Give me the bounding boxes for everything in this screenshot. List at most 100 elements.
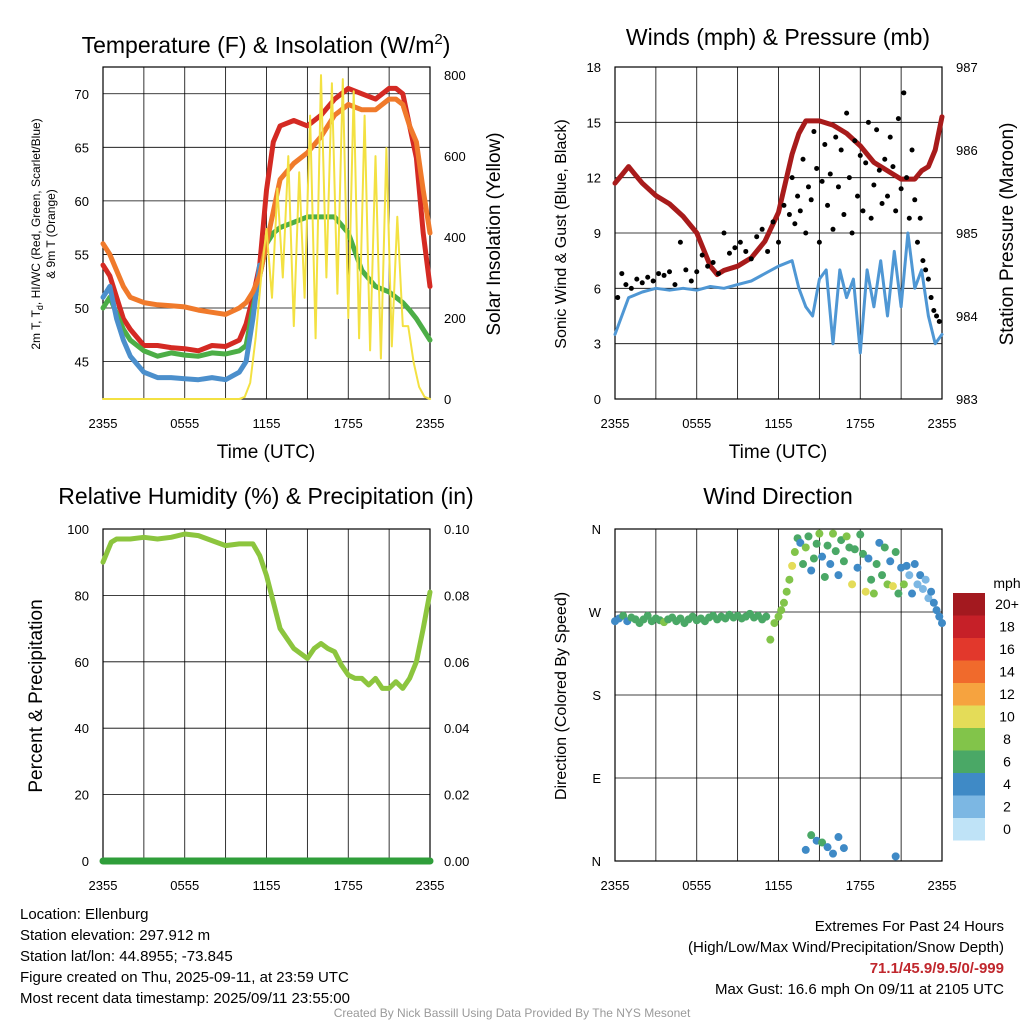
- y-tick-label: 6: [594, 281, 601, 296]
- y-tick-label: 55: [75, 247, 89, 262]
- direction-point: [886, 557, 895, 566]
- direction-point: [905, 571, 914, 580]
- direction-point: [801, 845, 810, 854]
- direction-point: [831, 547, 840, 556]
- series-line-insolation: [102, 74, 431, 400]
- y2-tick-label: 983: [956, 392, 978, 407]
- location-text: Location: Ellenburg: [20, 906, 149, 923]
- gust-point: [786, 212, 792, 218]
- direction-point: [762, 612, 771, 621]
- y-tick-label: 12: [587, 171, 601, 186]
- direction-point: [864, 554, 873, 563]
- gust-point: [876, 167, 882, 173]
- y-tick-label: 40: [75, 721, 89, 736]
- y-tick-label: 70: [75, 87, 89, 102]
- gust-point: [890, 164, 896, 170]
- temperature-x-label: Time (UTC): [217, 442, 316, 463]
- y-tick-label: 15: [587, 115, 601, 130]
- direction-point: [899, 580, 908, 589]
- x-tick-label: 1155: [765, 878, 793, 893]
- direction-point: [807, 566, 816, 575]
- gust-point: [887, 134, 893, 140]
- direction-point: [916, 571, 925, 580]
- series-line-station-pressure: [612, 114, 945, 277]
- legend-swatch: [953, 728, 985, 751]
- x-tick-label: 2355: [601, 878, 630, 893]
- legend-label: 18: [999, 619, 1015, 635]
- direction-point: [834, 571, 843, 580]
- y-tick-label: 0: [82, 854, 89, 869]
- direction-point: [935, 612, 944, 621]
- gust-point: [683, 267, 689, 273]
- gust-point: [874, 127, 880, 133]
- y2-tick-label: 0.04: [444, 721, 469, 736]
- legend-swatch: [953, 593, 985, 616]
- legend-label: 10: [999, 709, 1015, 725]
- x-tick-label: 0555: [682, 416, 711, 431]
- gust-point: [716, 271, 722, 277]
- direction-point: [891, 548, 900, 557]
- gust-point: [800, 156, 806, 162]
- legend-label: 20+: [995, 596, 1019, 612]
- y-tick-label: S: [592, 688, 601, 703]
- gust-point: [677, 239, 683, 245]
- direction-point: [820, 572, 829, 581]
- gust-point: [650, 278, 656, 284]
- gust-point: [811, 129, 817, 135]
- direction-point: [839, 844, 848, 853]
- legend-label: 6: [1003, 754, 1011, 770]
- wind-direction-panel: Wind Direction Direction (Colored By Spe…: [553, 483, 1021, 893]
- gust-point: [619, 271, 625, 277]
- legend-label: 16: [999, 641, 1015, 657]
- gust-point: [906, 215, 912, 221]
- y-tick-label: E: [592, 771, 601, 786]
- legend-swatch: [953, 683, 985, 706]
- direction-point: [643, 611, 652, 620]
- direction-point: [888, 582, 897, 591]
- gust-point: [912, 197, 918, 203]
- elevation-text: Station elevation: 297.912 m: [20, 927, 211, 944]
- direction-point: [823, 541, 832, 550]
- gust-point: [846, 175, 852, 181]
- y2-tick-label: 200: [444, 311, 466, 326]
- temperature-y-label-line2: & 9m T (Orange): [44, 189, 58, 279]
- legend-swatch: [953, 750, 985, 773]
- direction-point: [910, 560, 919, 569]
- series-line-2m-t: [100, 85, 433, 354]
- gust-point: [827, 171, 833, 177]
- y2-tick-label: 0.02: [444, 788, 469, 803]
- legend-label: 12: [999, 686, 1015, 702]
- gust-point: [885, 193, 890, 199]
- y2-tick-label: 987: [956, 60, 978, 75]
- x-tick-label: 0555: [170, 416, 199, 431]
- legend-swatch: [953, 773, 985, 796]
- gust-point: [904, 175, 910, 181]
- direction-point: [777, 606, 786, 615]
- x-tick-label: 1155: [765, 416, 793, 431]
- legend-swatch: [953, 795, 985, 818]
- direction-point: [804, 532, 813, 541]
- y-tick-label: 100: [67, 522, 89, 537]
- legend-swatch: [953, 638, 985, 661]
- gust-point: [759, 226, 765, 232]
- humidity-y-label: Percent & Precipitation: [26, 599, 47, 792]
- plot-frame: [614, 66, 943, 400]
- gust-point: [816, 239, 822, 245]
- y2-tick-label: 800: [444, 68, 466, 83]
- gust-point: [737, 239, 743, 245]
- gust-point: [781, 202, 787, 208]
- y-tick-label: 60: [75, 194, 89, 209]
- gust-point: [882, 156, 888, 162]
- y-tick-label: 80: [75, 588, 89, 603]
- temperature-y-label: 2m T, Td, HI/WC (Red, Green, Scarlet/Blu…: [29, 118, 45, 349]
- gust-point: [705, 263, 711, 269]
- direction-point: [829, 849, 837, 858]
- direction-point: [785, 575, 794, 584]
- direction-point: [938, 619, 946, 628]
- direction-point: [908, 589, 917, 598]
- direction-point: [850, 545, 859, 554]
- direction-point: [809, 554, 818, 563]
- y2-tick-label: 984: [956, 309, 978, 324]
- x-tick-label: 0555: [682, 878, 711, 893]
- direction-point: [815, 529, 824, 538]
